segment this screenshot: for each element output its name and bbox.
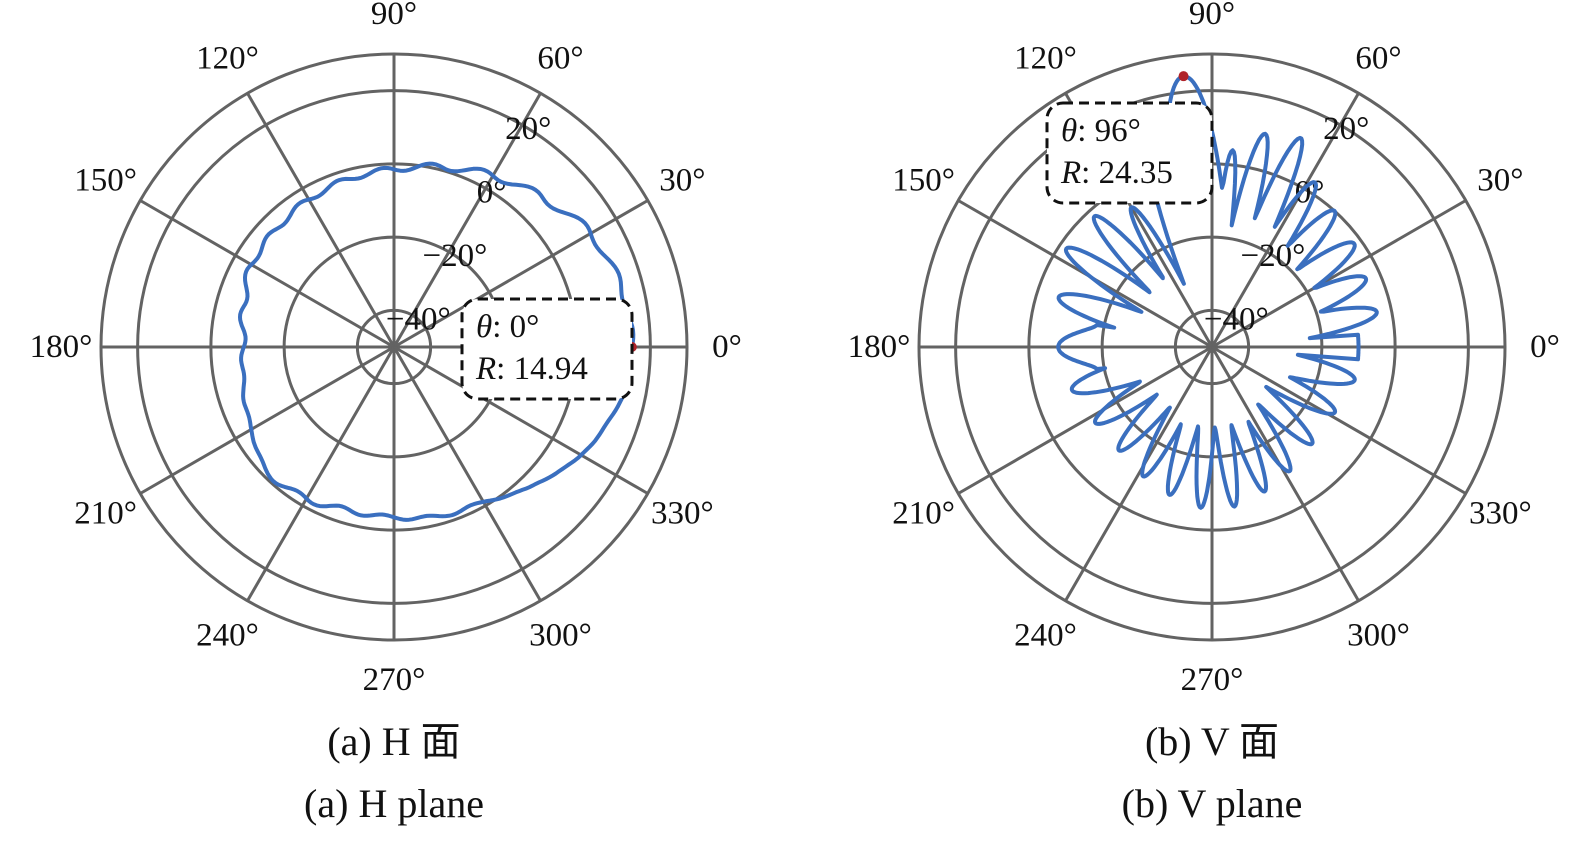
polar-chart-v-plane: 0° 30° 60° 90° 120° 150° 180° 210° 240° 270° 300° 3… <box>848 0 1560 698</box>
series-line <box>1056 74 1379 510</box>
r-tick-label: −20° <box>1241 238 1306 274</box>
polar-chart-h-plane: 0° 30° 60° 90° 120° 150° 180° 210° 240° 270° 300° 3… <box>30 0 742 698</box>
caption-en-v: (b) V plane <box>1121 781 1303 826</box>
grid-spoke <box>139 199 395 349</box>
grid-spoke <box>1211 345 1467 495</box>
datatip-theta: θ: 0° <box>476 309 539 345</box>
r-tick-label: 0° <box>477 174 507 210</box>
r-tick-label: 20° <box>1323 111 1369 147</box>
theta-tick-label: 120° <box>1014 41 1077 77</box>
grid-spoke <box>1064 346 1214 602</box>
theta-tick-label: 300° <box>529 617 592 653</box>
theta-tick-label: 210° <box>74 496 137 532</box>
datatip-theta: θ: 96° <box>1061 113 1141 149</box>
grid-spoke <box>246 92 396 348</box>
r-tick-label: −20° <box>423 238 488 274</box>
theta-tick-label: 60° <box>1355 41 1401 77</box>
grid-spoke <box>393 199 649 349</box>
grid-spoke <box>392 346 542 602</box>
grid-spoke <box>246 346 396 602</box>
r-tick-label: 20° <box>505 111 551 147</box>
caption-cn-v: (b) V 面 <box>1144 719 1280 764</box>
grid-spoke <box>139 345 395 495</box>
datatip-r: R: 24.35 <box>1060 155 1173 191</box>
theta-tick-label: 270° <box>363 662 426 698</box>
series-line <box>238 161 636 522</box>
r-tick-label: −40° <box>386 301 451 337</box>
grid-spoke <box>957 345 1213 495</box>
theta-tick-label: 240° <box>196 617 259 653</box>
theta-tick-label: 150° <box>74 163 137 199</box>
grid-spoke <box>393 345 649 495</box>
datatip-r: R: 14.94 <box>475 351 588 387</box>
data-marker <box>1178 71 1189 82</box>
caption-cn-h: (a) H 面 <box>327 719 461 764</box>
grid-spoke <box>1210 346 1360 602</box>
theta-tick-label: 30° <box>1477 163 1523 199</box>
theta-tick-label: 30° <box>659 163 705 199</box>
theta-tick-label: 60° <box>537 41 583 77</box>
theta-tick-label: 270° <box>1181 662 1244 698</box>
theta-tick-label: 90° <box>371 0 417 32</box>
theta-tick-label: 240° <box>1014 617 1077 653</box>
theta-tick-label: 90° <box>1189 0 1235 32</box>
r-tick-label: −40° <box>1204 301 1269 337</box>
grid-spoke <box>392 92 542 348</box>
datatip-box <box>460 297 634 401</box>
theta-tick-label: 210° <box>892 496 955 532</box>
theta-tick-label: 330° <box>651 496 714 532</box>
theta-tick-label: 150° <box>892 163 955 199</box>
grid-spoke <box>1210 92 1360 348</box>
theta-tick-label: 300° <box>1347 617 1410 653</box>
theta-tick-label: 0° <box>1530 329 1560 365</box>
datatip-box <box>1045 101 1214 205</box>
theta-tick-label: 0° <box>712 329 742 365</box>
theta-tick-label: 120° <box>196 41 259 77</box>
theta-tick-label: 180° <box>848 329 911 365</box>
theta-tick-label: 330° <box>1469 496 1532 532</box>
caption-en-h: (a) H plane <box>304 781 484 826</box>
theta-tick-label: 180° <box>30 329 93 365</box>
grid-spoke <box>1211 199 1467 349</box>
